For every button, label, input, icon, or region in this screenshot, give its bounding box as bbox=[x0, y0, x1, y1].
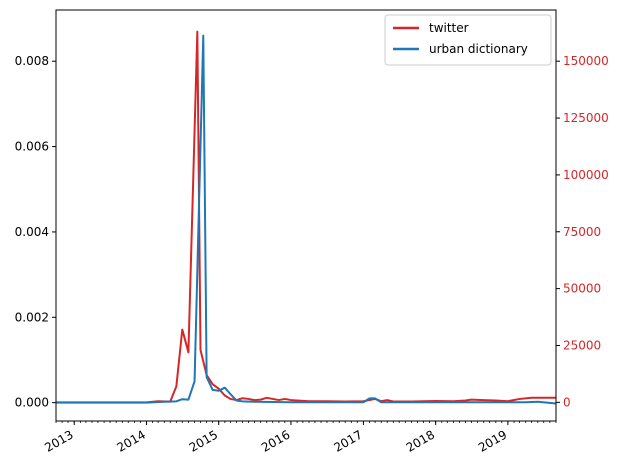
right-y-tick-label: 25000 bbox=[563, 338, 601, 352]
x-tick-label: 2013 bbox=[42, 427, 75, 454]
series-line-twitter bbox=[56, 30, 556, 404]
right-y-tick-label: 100000 bbox=[563, 168, 609, 182]
x-tick-label: 2015 bbox=[187, 427, 220, 454]
legend-label: urban dictionary bbox=[429, 42, 528, 56]
left-y-tick-label: 0.008 bbox=[15, 54, 49, 68]
right-y-tick-label: 125000 bbox=[563, 111, 609, 125]
left-y-tick-label: 0.000 bbox=[15, 396, 49, 410]
legend: twitter urban dictionary bbox=[384, 14, 552, 66]
left-y-axis: 0.000 0.002 0.004 0.006 0.008 bbox=[15, 54, 56, 410]
x-tick-label: 2014 bbox=[115, 427, 148, 454]
left-y-tick-label: 0.004 bbox=[15, 225, 49, 239]
plot-lines bbox=[56, 30, 556, 405]
x-axis: 2013 2014 2015 2016 2017 2018 2019 bbox=[42, 421, 557, 455]
right-y-tick-label: 150000 bbox=[563, 54, 609, 68]
x-tick-label: 2018 bbox=[404, 427, 437, 454]
series-line-urban-dictionary bbox=[56, 34, 556, 405]
legend-box bbox=[384, 14, 552, 66]
plot-frame bbox=[55, 9, 557, 422]
right-y-tick-label: 0 bbox=[563, 395, 571, 409]
left-y-tick-label: 0.002 bbox=[15, 310, 49, 324]
x-tick-label: 2019 bbox=[476, 427, 509, 454]
x-tick-label: 2016 bbox=[259, 427, 292, 454]
right-y-axis: 0 25000 50000 75000 100000 125000 150000 bbox=[556, 54, 609, 409]
right-y-tick-label: 75000 bbox=[563, 225, 601, 239]
right-y-tick-label: 50000 bbox=[563, 282, 601, 296]
x-tick-label: 2017 bbox=[331, 427, 364, 454]
legend-label: twitter bbox=[429, 21, 469, 35]
left-y-tick-label: 0.006 bbox=[15, 140, 49, 154]
